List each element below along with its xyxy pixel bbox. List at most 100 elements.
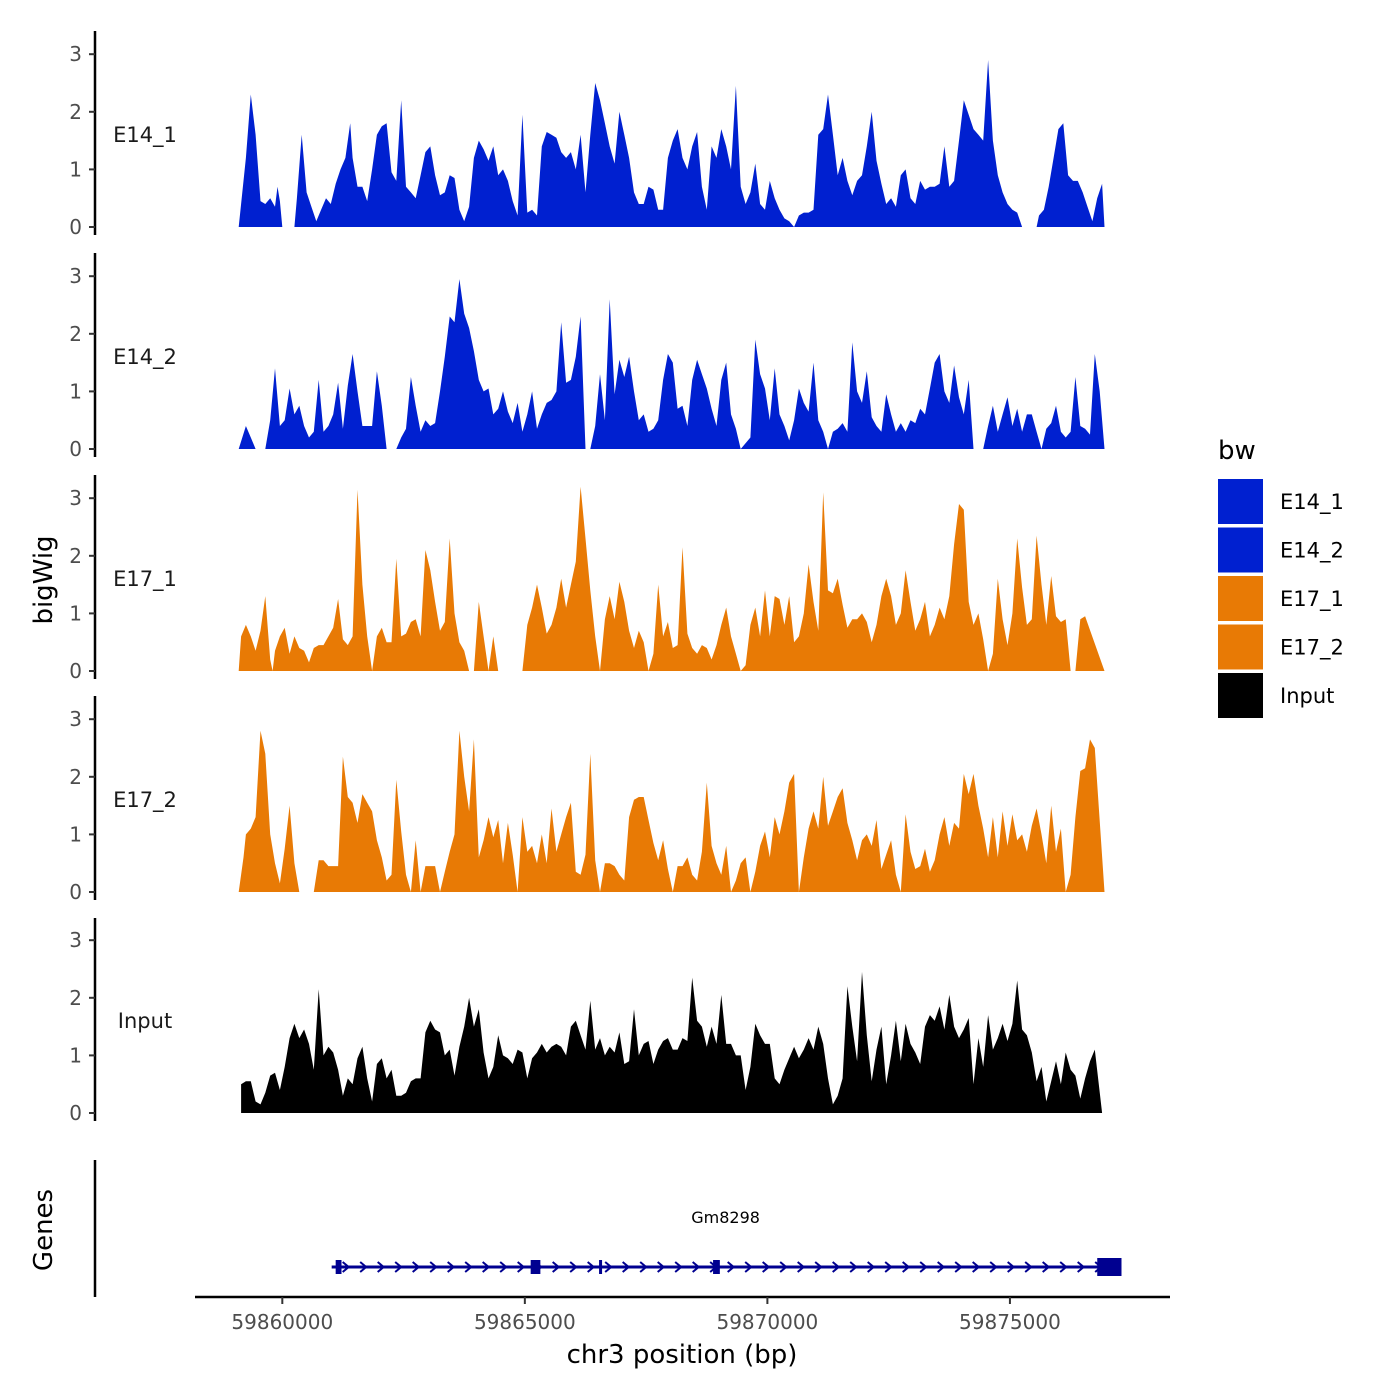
strand-arrow [867,1261,876,1273]
track-input: 0 1 2 3 Input [69,918,1103,1125]
y-tick-label: 2 [69,100,82,124]
strand-arrow [499,1261,508,1273]
y-tick-label: 1 [69,379,82,403]
legend-key-e17-1 [1218,576,1263,621]
y-tick-label: 1 [69,1043,82,1067]
strand-arrow [517,1261,526,1273]
track-label: E14_1 [113,123,177,148]
strand-arrow [692,1261,701,1273]
track-e17-1: 0 1 2 3 E17_1 [69,475,1105,683]
strand-arrow [937,1261,946,1273]
track-label: E17_1 [113,567,177,592]
signal-area-e14-1 [238,60,1105,227]
legend-label: E17_1 [1280,587,1344,612]
strand-arrow [482,1261,491,1273]
signal-area-e17-1 [238,486,1105,671]
strand-arrow [674,1261,683,1273]
strand-arrow [377,1261,386,1273]
legend: E14_1 E14_2 E17_1 E17_2 Input [1218,479,1344,718]
strand-arrow [1077,1261,1086,1273]
strand-arrow [727,1261,736,1273]
signal-area-e17-2 [238,730,1105,892]
y-tick-label: 2 [69,544,82,568]
legend-key-e14-2 [1218,527,1263,573]
legend-key-e14-1 [1218,479,1263,524]
y-tick-label: 0 [69,659,82,683]
strand-arrow [412,1261,421,1273]
strand-arrow [657,1261,666,1273]
strand-arrow [1007,1261,1016,1273]
legend-label: E14_1 [1280,490,1344,515]
y-tick-label: 1 [69,822,82,846]
strand-arrow [797,1261,806,1273]
y-tick-label: 3 [69,264,82,288]
strand-arrow [604,1261,613,1273]
y-tick-label: 2 [69,765,82,789]
gene-exon [530,1260,541,1274]
strand-arrow [762,1261,771,1273]
x-axis-title: chr3 position (bp) [567,1340,798,1370]
gene-label: Gm8298 [691,1208,760,1227]
legend-title: bw [1218,436,1256,466]
genes-axis-title: Genes [29,1189,59,1271]
track-label: E17_2 [113,788,177,813]
legend-key-e17-2 [1218,624,1263,670]
y-tick-label: 3 [69,928,82,952]
strand-arrow [394,1261,403,1273]
strand-arrow [464,1261,473,1273]
signal-area-input [241,971,1103,1113]
y-tick-label: 1 [69,157,82,181]
strand-arrow [902,1261,911,1273]
track-label: Input [118,1009,172,1033]
strand-arrow [1024,1261,1033,1273]
strand-arrow [849,1261,858,1273]
strand-arrow [552,1261,561,1273]
strand-arrow [569,1261,578,1273]
strand-arrow [989,1261,998,1273]
legend-label: E14_2 [1280,539,1344,564]
track-e14-2: 0 1 2 3 E14_2 [69,253,1105,461]
legend-label: Input [1280,684,1334,708]
x-tick-label: 59870000 [716,1310,818,1334]
strand-arrow [972,1261,981,1273]
x-tick-label: 59860000 [231,1310,333,1334]
strand-arrow [342,1261,351,1273]
strand-arrow [954,1261,963,1273]
y-tick-label: 2 [69,322,82,346]
strand-arrow [744,1261,753,1273]
signal-area-e14-2 [238,279,1105,449]
y-tick-label: 3 [69,42,82,66]
strand-arrow [1042,1261,1051,1273]
strand-arrow [919,1261,928,1273]
x-tick-label: 59865000 [474,1310,576,1334]
strand-arrow [884,1261,893,1273]
legend-key-input [1218,673,1263,718]
y-tick-label: 2 [69,986,82,1010]
y-tick-label: 0 [69,437,82,461]
gene-track: Gm8298 [93,1160,1122,1297]
y-axis-title: bigWig [29,535,59,624]
strand-arrow [622,1261,631,1273]
y-tick-label: 0 [69,1101,82,1125]
y-tick-label: 0 [69,880,82,904]
strand-arrow [429,1261,438,1273]
strand-arrow [1059,1261,1068,1273]
strand-arrow [814,1261,823,1273]
gene-exon [1097,1258,1122,1276]
strand-arrow [639,1261,648,1273]
track-e17-2: 0 1 2 3 E17_2 [69,696,1105,904]
strand-arrow [587,1261,596,1273]
track-label: E14_2 [113,345,177,370]
y-tick-label: 3 [69,486,82,510]
y-tick-label: 1 [69,601,82,625]
strand-arrow [359,1261,368,1273]
strand-arrow [447,1261,456,1273]
gene-exon [599,1260,603,1274]
x-axis: 59860000 59865000 59870000 59875000 [195,1295,1170,1334]
strand-arrow [832,1261,841,1273]
strand-arrow [779,1261,788,1273]
x-tick-label: 59875000 [959,1310,1061,1334]
y-tick-label: 0 [69,215,82,239]
gene-gm8298: Gm8298 [331,1208,1122,1276]
